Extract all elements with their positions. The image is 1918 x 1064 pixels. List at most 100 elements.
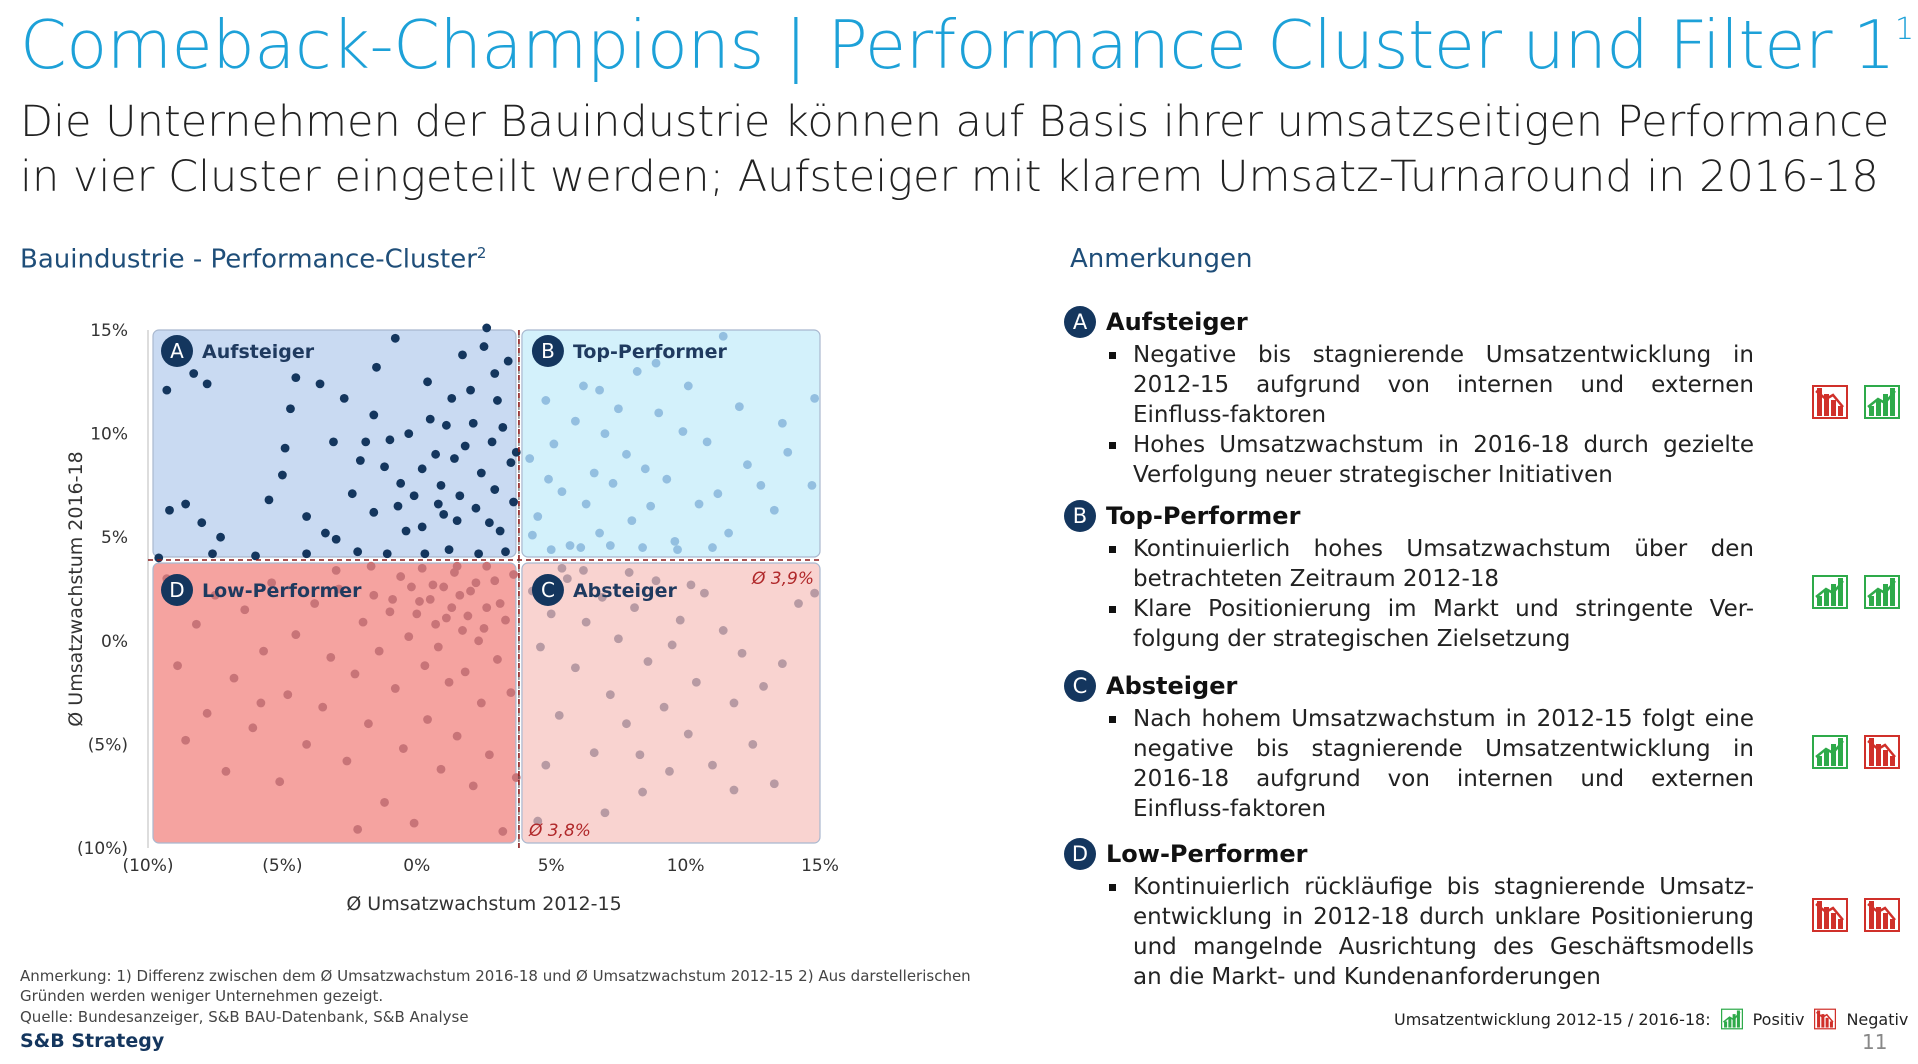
note-badge: D bbox=[1064, 838, 1096, 870]
data-point bbox=[409, 491, 419, 501]
data-point bbox=[329, 437, 338, 447]
data-point bbox=[533, 816, 543, 826]
note-bullet: Negative bis stagnierende Umsatzentwickl… bbox=[1106, 340, 1754, 430]
quadrant-name: Absteiger bbox=[573, 580, 678, 602]
data-point bbox=[482, 561, 492, 571]
legend-label: Umsatzentwicklung 2012-15 / 2016-18: bbox=[1394, 1009, 1711, 1029]
data-point bbox=[420, 661, 430, 671]
data-point bbox=[189, 369, 199, 378]
data-point bbox=[401, 526, 411, 536]
data-point bbox=[622, 449, 631, 459]
note-low-performer: D Low-Performer Kontinuierlich rückläufige… bbox=[1064, 838, 1754, 992]
quadrant-label-d: D Low-Performer bbox=[161, 573, 362, 606]
data-point bbox=[173, 661, 182, 671]
data-point bbox=[495, 526, 505, 536]
data-point bbox=[713, 489, 723, 499]
notes-heading: Anmerkungen bbox=[1070, 244, 1253, 274]
data-point bbox=[614, 634, 623, 644]
data-point bbox=[396, 478, 406, 488]
data-point bbox=[509, 570, 518, 579]
data-point bbox=[490, 485, 500, 494]
data-point bbox=[412, 609, 422, 619]
data-point bbox=[579, 565, 588, 575]
data-point bbox=[549, 439, 559, 449]
quadrant-letter: B bbox=[541, 339, 555, 363]
data-point bbox=[364, 719, 373, 729]
data-point bbox=[431, 619, 441, 629]
data-point bbox=[441, 420, 451, 430]
data-point bbox=[729, 785, 739, 795]
y-tick-label: 5% bbox=[101, 528, 128, 548]
note-top-performer: B Top-Performer Kontinuierlich hohes Umsat… bbox=[1064, 500, 1754, 654]
data-point bbox=[635, 750, 645, 760]
data-point bbox=[460, 441, 470, 451]
data-point bbox=[810, 393, 820, 403]
data-point bbox=[447, 603, 457, 613]
note-header: A Aufsteiger bbox=[1064, 306, 1754, 338]
data-point bbox=[302, 512, 311, 521]
note-bullet: Nach hohem Umsatzwachstum in 2012-15 fol… bbox=[1106, 704, 1754, 824]
series-low-performer bbox=[162, 561, 521, 836]
data-point bbox=[482, 323, 492, 333]
y-tick-label: (5%) bbox=[88, 735, 128, 755]
data-point bbox=[501, 615, 510, 625]
trend-icon-pair bbox=[1812, 385, 1900, 419]
data-point bbox=[673, 545, 682, 555]
y-tick-label: (10%) bbox=[77, 839, 128, 859]
data-point bbox=[683, 381, 693, 391]
source-line: Quelle: Bundesanzeiger, S&B BAU-Datenban… bbox=[20, 1008, 469, 1026]
data-point bbox=[208, 549, 217, 559]
data-point bbox=[455, 590, 465, 600]
data-point bbox=[544, 474, 553, 484]
positive-trend-icon bbox=[1812, 735, 1848, 769]
data-point bbox=[420, 549, 430, 559]
data-point bbox=[278, 470, 287, 480]
data-point bbox=[380, 462, 389, 472]
data-point bbox=[339, 393, 349, 403]
note-header: B Top-Performer bbox=[1064, 500, 1754, 532]
x-tick-label: (5%) bbox=[262, 856, 302, 876]
data-point bbox=[557, 487, 567, 497]
data-point bbox=[310, 599, 320, 608]
data-point bbox=[468, 418, 478, 428]
data-point bbox=[638, 543, 647, 552]
positive-trend-icon bbox=[1864, 385, 1900, 419]
data-point bbox=[756, 481, 766, 490]
data-point bbox=[458, 626, 467, 635]
data-point bbox=[369, 590, 379, 600]
data-point bbox=[541, 760, 551, 770]
data-point bbox=[452, 731, 462, 741]
data-point bbox=[665, 766, 674, 776]
title-footnote-mark: 1 bbox=[1895, 12, 1914, 47]
data-point bbox=[302, 740, 311, 749]
trend-icon-pair bbox=[1812, 898, 1900, 932]
trend-icon-pair bbox=[1812, 575, 1900, 609]
data-point bbox=[651, 576, 661, 586]
data-point bbox=[597, 592, 607, 602]
data-point bbox=[197, 518, 207, 528]
data-point bbox=[759, 681, 768, 691]
data-point bbox=[165, 505, 174, 515]
data-point bbox=[331, 565, 341, 575]
chart-heading: Bauindustrie - Performance-Cluster2 bbox=[20, 244, 486, 275]
positive-trend-icon bbox=[1720, 1008, 1743, 1030]
data-point bbox=[651, 358, 661, 368]
data-point bbox=[570, 663, 580, 673]
data-point bbox=[350, 669, 360, 679]
data-point bbox=[210, 590, 220, 600]
data-point bbox=[589, 468, 599, 478]
data-point bbox=[447, 393, 457, 403]
data-point bbox=[374, 646, 384, 656]
data-point bbox=[624, 568, 634, 577]
data-point bbox=[471, 578, 481, 588]
data-point bbox=[181, 499, 191, 509]
y-tick-label: 0% bbox=[101, 632, 128, 652]
data-point bbox=[264, 495, 274, 505]
quadrant-label-a: A Aufsteiger bbox=[161, 335, 315, 367]
note-bullet: Kontinuierlich rückläufige bis stagniere… bbox=[1106, 872, 1754, 992]
data-point bbox=[369, 507, 379, 517]
quadrant-name: Aufsteiger bbox=[202, 341, 315, 363]
series-top-performer bbox=[525, 331, 820, 555]
negative-trend-icon bbox=[1864, 898, 1900, 932]
data-point bbox=[600, 429, 610, 438]
